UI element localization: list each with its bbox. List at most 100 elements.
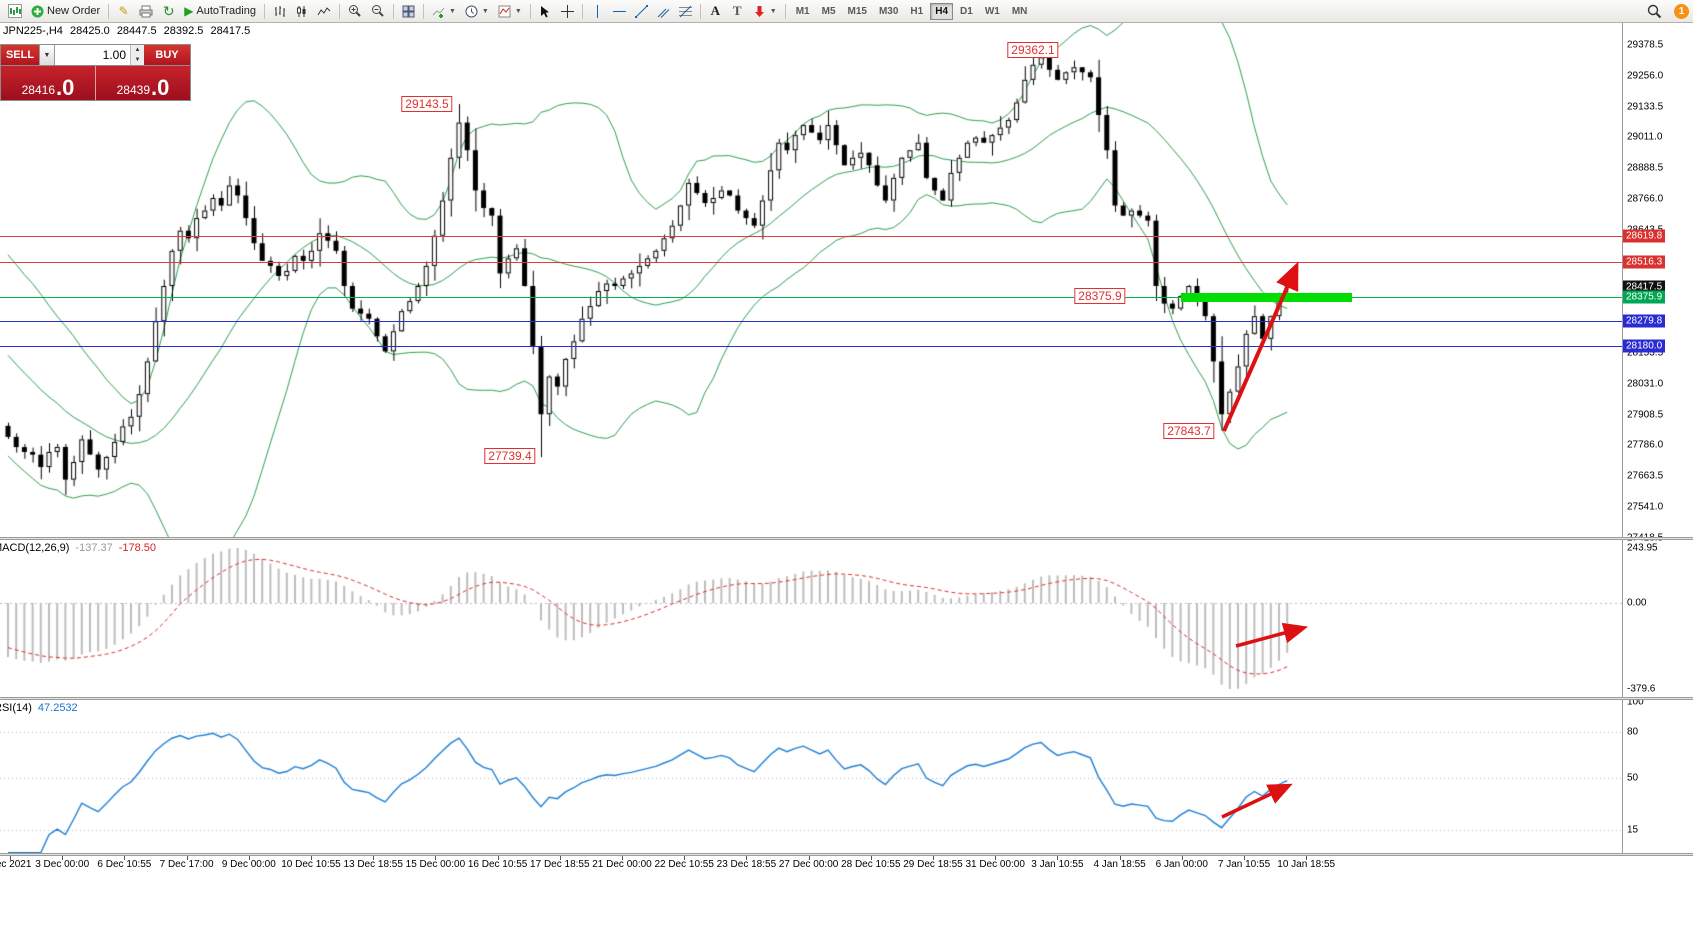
separator xyxy=(699,3,701,19)
fibonacci-tool-icon[interactable] xyxy=(675,1,696,21)
channel-tool-icon[interactable] xyxy=(653,1,674,21)
horizontal-line[interactable] xyxy=(0,346,1622,347)
indicators-icon[interactable]: ▼ xyxy=(428,1,460,21)
time-axis-label: 23 Dec 18:55 xyxy=(716,859,777,870)
pane-splitter[interactable] xyxy=(0,537,1693,540)
sell-button[interactable]: SELL xyxy=(1,45,39,65)
chart-canvas[interactable] xyxy=(0,23,1693,856)
refresh-icon[interactable]: ↻ xyxy=(162,3,175,19)
macd-scale-label: 0.00 xyxy=(1627,597,1647,609)
autotrading-button[interactable]: ▶ AutoTrading xyxy=(180,1,260,21)
macd-label: MACD(12,26,9) -137.37 -178.50 xyxy=(0,542,157,554)
zoom-out-icon[interactable] xyxy=(367,1,389,21)
timeframe-m15[interactable]: M15 xyxy=(847,5,867,17)
text-tool-icon[interactable]: A xyxy=(710,3,720,18)
pane-splitter[interactable] xyxy=(0,697,1693,700)
price-annotation[interactable]: 27843.7 xyxy=(1163,423,1215,439)
timeframe-m1[interactable]: M1 xyxy=(795,5,810,17)
templates-icon[interactable]: ▼ xyxy=(494,1,526,21)
time-tick xyxy=(62,856,63,860)
time-tick xyxy=(1306,856,1307,860)
price-axis-label: 29133.5 xyxy=(1627,101,1664,113)
price-annotation[interactable]: 27739.4 xyxy=(484,448,536,464)
horizontal-line[interactable] xyxy=(0,321,1622,322)
time-tick xyxy=(1182,856,1183,860)
line-chart-icon[interactable] xyxy=(313,1,335,21)
price-annotation[interactable]: 29362.1 xyxy=(1007,42,1059,58)
timeframe-h1[interactable]: H1 xyxy=(910,5,924,17)
time-axis-label: 10 Dec 10:55 xyxy=(281,859,341,870)
macd-scale-label: -379.6 xyxy=(1627,683,1656,695)
autotrading-label: AutoTrading xyxy=(196,5,256,17)
timeframe-w1[interactable]: W1 xyxy=(984,5,1000,17)
chart-info: JPN225-,H4 28425.0 28447.5 28392.5 28417… xyxy=(3,25,254,37)
chevron-down-icon: ▼ xyxy=(514,7,522,15)
time-axis-label: 13 Dec 18:55 xyxy=(343,859,403,870)
crosshair-icon[interactable] xyxy=(557,1,578,21)
plus-icon xyxy=(31,5,44,17)
volume-input[interactable] xyxy=(55,45,130,65)
timeframe-mn[interactable]: MN xyxy=(1011,5,1028,17)
search-icon[interactable] xyxy=(1643,1,1666,21)
horizontal-line[interactable] xyxy=(0,297,1622,298)
timeframe-group: M1 M5 M15 M30 H1 H4 D1 W1 MN xyxy=(790,2,1034,20)
cursor-icon[interactable] xyxy=(535,1,556,21)
time-tick xyxy=(311,856,312,860)
tile-windows-icon[interactable] xyxy=(398,1,419,21)
time-axis-label: 21 Dec 00:00 xyxy=(592,859,652,870)
time-axis-label: 28 Dec 10:55 xyxy=(841,859,901,870)
horizontal-line-tool-icon[interactable] xyxy=(609,1,630,21)
price-axis-label: 29256.0 xyxy=(1627,70,1664,82)
vertical-line-tool-icon[interactable] xyxy=(587,1,608,21)
price-line-label: 28375.9 xyxy=(1623,290,1666,304)
volume-dropdown[interactable]: ▼ xyxy=(39,45,55,65)
metaeditor-icon[interactable]: ✎ xyxy=(118,4,129,18)
time-tick xyxy=(746,856,747,860)
timeframe-m5[interactable]: M5 xyxy=(821,5,836,17)
highlight-bar[interactable] xyxy=(1181,293,1352,302)
new-order-button[interactable]: New Order xyxy=(27,1,104,21)
sell-price[interactable]: 28416.0 xyxy=(1,66,96,100)
time-axis-label: 16 Dec 10:55 xyxy=(467,859,528,870)
pane-splitter[interactable] xyxy=(0,853,1693,856)
buy-price[interactable]: 28439.0 xyxy=(96,66,190,100)
new-order-label: New Order xyxy=(47,5,101,17)
price-axis-label: 29011.0 xyxy=(1627,131,1663,143)
time-axis-label: 17 Dec 18:55 xyxy=(530,859,590,870)
time-axis-label: 9 Dec 00:00 xyxy=(221,859,276,870)
timeframe-h4[interactable]: H4 xyxy=(930,2,954,20)
horizontal-line[interactable] xyxy=(0,236,1622,237)
trendline-tool-icon[interactable] xyxy=(631,1,652,21)
time-tick xyxy=(187,856,188,860)
candlestick-chart-icon[interactable] xyxy=(291,1,312,21)
macd-value: -137.37 xyxy=(75,542,113,554)
timeframe-d1[interactable]: D1 xyxy=(960,5,973,17)
price-axis-label: 28031.0 xyxy=(1627,378,1664,390)
chart-window-icon[interactable] xyxy=(4,1,26,21)
time-tick xyxy=(995,856,996,860)
one-click-trade-panel: SELL ▼ ▲▼ BUY 28416.0 28439.0 xyxy=(0,44,191,101)
separator xyxy=(338,3,340,19)
bar-chart-icon[interactable] xyxy=(269,1,290,21)
zoom-in-icon[interactable] xyxy=(344,1,366,21)
label-tool-icon[interactable]: T xyxy=(732,3,742,18)
play-icon: ▶ xyxy=(184,4,194,18)
horizontal-line[interactable] xyxy=(0,262,1622,263)
price-axis-label: 28153.5 xyxy=(1627,347,1664,359)
arrows-tool-icon[interactable]: ▼ xyxy=(749,1,781,21)
chevron-down-icon: ▼ xyxy=(769,7,777,15)
time-tick xyxy=(871,856,872,860)
print-icon[interactable] xyxy=(135,1,157,21)
timeframe-m30[interactable]: M30 xyxy=(878,5,899,17)
notification-badge[interactable]: 1 xyxy=(1674,3,1689,19)
price-axis-label: 27541.0 xyxy=(1627,501,1664,513)
time-tick xyxy=(249,856,250,860)
volume-stepper[interactable]: ▲ ▼ xyxy=(130,45,144,65)
periods-icon[interactable]: ▼ xyxy=(461,1,493,21)
price-annotation[interactable]: 29143.5 xyxy=(401,96,453,112)
buy-button[interactable]: BUY xyxy=(144,45,190,65)
price-line-label: 28619.8 xyxy=(1623,229,1666,243)
price-axis-label: 29378.5 xyxy=(1627,39,1664,51)
time-tick xyxy=(10,856,11,860)
price-annotation[interactable]: 28375.9 xyxy=(1074,288,1126,304)
